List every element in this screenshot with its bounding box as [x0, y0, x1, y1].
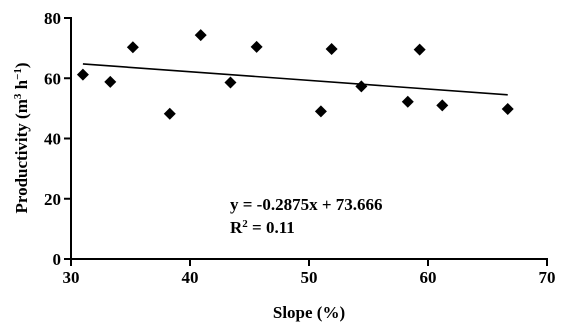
r-squared-suffix: = 0.11 [248, 218, 295, 237]
data-point [224, 76, 237, 89]
y-axis-title-mid: h [12, 79, 31, 93]
data-point [76, 68, 89, 81]
data-point [355, 80, 368, 93]
x-tick-label: 40 [182, 268, 199, 287]
y-axis-title: Productivity (m3 h−1) [12, 62, 31, 213]
data-point [325, 43, 338, 56]
data-point [194, 29, 207, 42]
y-axis-title-sup2: −1 [12, 68, 24, 80]
y-tick-label: 80 [44, 9, 61, 28]
x-axis-title: Slope (%) [273, 303, 345, 322]
y-tick-label: 60 [44, 69, 61, 88]
y-axis-title-sup1: 3 [12, 93, 24, 99]
r-squared: R2 = 0.11 [230, 218, 295, 237]
data-point [314, 105, 327, 118]
y-tick-label: 0 [53, 250, 62, 269]
data-point [250, 40, 263, 53]
data-point [126, 41, 139, 54]
r-squared-sup: 2 [242, 218, 248, 230]
x-tick-label: 60 [420, 268, 437, 287]
data-point [401, 95, 414, 108]
data-point [104, 75, 117, 88]
ticks: 30 40 50 60 70 0 20 40 60 80 [44, 9, 556, 287]
data-point [436, 99, 449, 112]
data-point [501, 102, 514, 115]
regression-equation: y = -0.2875x + 73.666 [230, 195, 383, 214]
y-axis-title-end: ) [12, 62, 31, 68]
data-point [163, 107, 176, 120]
r-squared-prefix: R [230, 218, 243, 237]
trendline [82, 63, 508, 96]
data-point [413, 43, 426, 56]
y-tick-label: 20 [44, 190, 61, 209]
trendline-group [82, 63, 508, 96]
y-axis-title-base: Productivity (m [12, 99, 31, 213]
x-tick-label: 70 [539, 268, 556, 287]
points-group [76, 29, 514, 120]
x-tick-label: 50 [301, 268, 318, 287]
axes [70, 17, 548, 260]
x-tick-label: 30 [63, 268, 80, 287]
y-tick-label: 40 [44, 130, 61, 149]
